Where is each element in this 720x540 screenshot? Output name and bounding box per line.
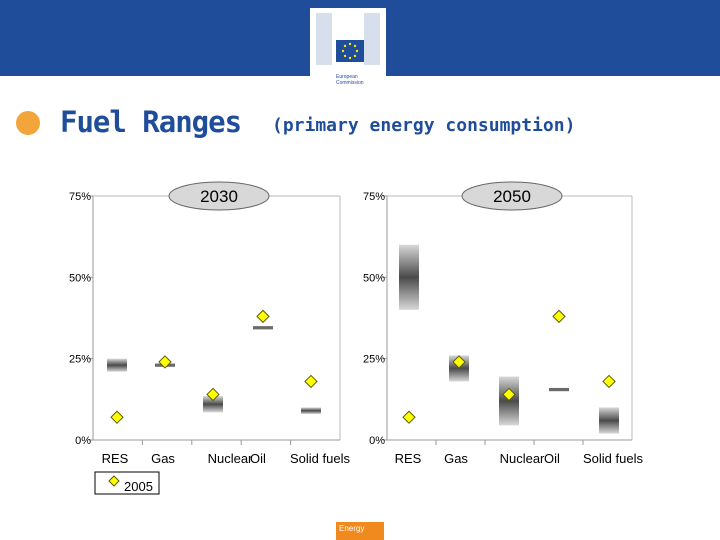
marker-2005 xyxy=(206,387,220,402)
logo-line-1: European xyxy=(336,74,358,80)
title-bullet-icon xyxy=(16,111,40,135)
marker-2005 xyxy=(158,355,172,369)
marker-2005 xyxy=(552,309,566,324)
chart-title: 2050 xyxy=(493,187,531,206)
range-bar xyxy=(399,244,419,310)
x-category-label: RES xyxy=(395,451,422,466)
logo-text: European Commission xyxy=(336,74,364,86)
marker-2005 xyxy=(402,410,416,424)
x-category-label: Solid fuels xyxy=(583,451,643,466)
y-tick-label: 50% xyxy=(69,272,91,284)
y-tick-label: 50% xyxy=(363,272,385,284)
x-category-label: Nuclear xyxy=(500,451,545,466)
legend-label-2005: 2005 xyxy=(124,479,153,494)
y-tick-label: 75% xyxy=(363,191,385,203)
energy-badge: Energy xyxy=(336,522,384,540)
range-bar xyxy=(253,326,273,330)
x-category-label: Gas xyxy=(151,451,175,466)
page-title: Fuel Ranges xyxy=(60,105,242,139)
range-bar xyxy=(301,407,321,414)
x-category-label: Solid fuels xyxy=(290,451,350,466)
range-bar xyxy=(203,396,223,413)
y-tick-label: 75% xyxy=(69,191,91,203)
marker-2005 xyxy=(110,410,124,424)
year-bubble xyxy=(461,181,563,211)
marker-2005 xyxy=(256,309,270,324)
y-tick-label: 25% xyxy=(363,354,385,366)
legend-marker-2005 xyxy=(108,475,120,487)
year-bubble xyxy=(168,181,270,211)
y-tick-label: 0% xyxy=(75,435,91,447)
marker-2005 xyxy=(452,355,466,369)
page-subtitle: (primary energy consumption) xyxy=(272,115,576,136)
range-bar xyxy=(549,387,569,392)
x-category-label: Gas xyxy=(444,451,468,466)
chart-title: 2030 xyxy=(200,187,238,206)
y-tick-label: 25% xyxy=(69,354,91,366)
eu-commission-logo: European Commission xyxy=(310,8,386,98)
marker-2005 xyxy=(502,387,516,402)
marker-2005 xyxy=(304,374,318,389)
logo-line-2: Commission xyxy=(336,80,364,86)
marker-2005 xyxy=(602,374,616,389)
x-category-label: Nuclear xyxy=(208,451,253,466)
y-tick-label: 0% xyxy=(369,435,385,447)
x-category-label: Oil xyxy=(544,451,560,466)
x-category-label: RES xyxy=(102,451,129,466)
range-bar xyxy=(107,358,127,372)
range-bar xyxy=(599,407,619,434)
legend-box xyxy=(94,471,160,495)
x-category-label: Oil xyxy=(250,451,266,466)
